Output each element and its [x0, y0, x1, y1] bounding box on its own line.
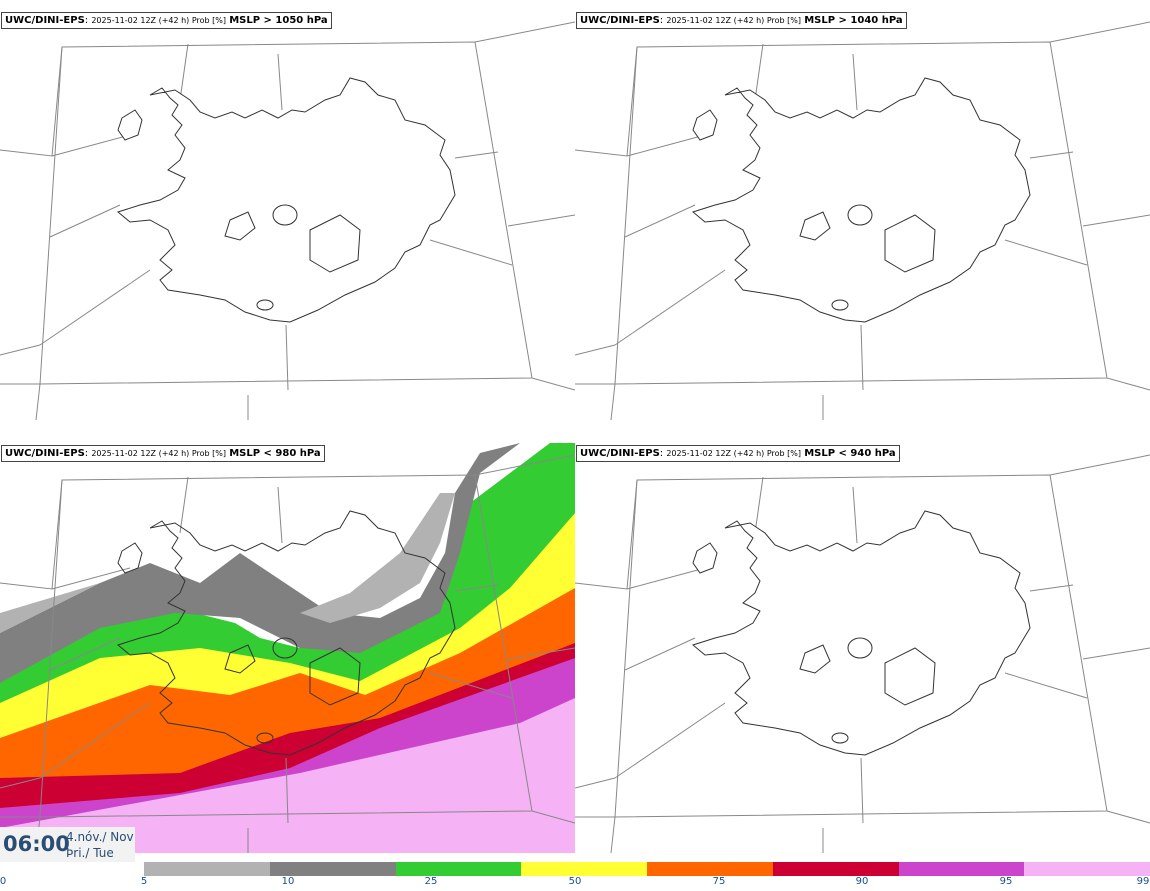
- run-info: 2025-11-02 12Z (+42 h) Prob [%]: [91, 449, 227, 458]
- run-info: 2025-11-02 12Z (+42 h) Prob [%]: [91, 16, 227, 25]
- colorbar-segment: [521, 862, 647, 876]
- valid-date-line2: Þri./ Tue: [66, 846, 114, 860]
- map-canvas: [575, 454, 1150, 853]
- map-panel-mslp-gt-1040: UWC/DINI-EPS: 2025-11-02 12Z (+42 h) Pro…: [575, 0, 1150, 425]
- model-name: UWC/DINI-EPS: [5, 15, 85, 26]
- colorbar-segment: [144, 862, 270, 876]
- map-panel-mslp-lt-940: UWC/DINI-EPS: 2025-11-02 12Z (+42 h) Pro…: [575, 433, 1150, 853]
- colorbar-segment: [395, 862, 522, 876]
- iceland-outline: [692, 510, 1031, 756]
- map-canvas: [0, 21, 575, 421]
- iceland-outline: [117, 77, 456, 323]
- colorbar-segment: [647, 862, 773, 876]
- panel-title: UWC/DINI-EPS: 2025-11-02 12Z (+42 h) Pro…: [1, 445, 325, 462]
- iceland-outline: [692, 77, 1031, 323]
- model-name: UWC/DINI-EPS: [580, 448, 660, 459]
- colorbar-segment: [772, 862, 899, 876]
- colorbar-tick-label: 90: [855, 876, 869, 887]
- run-info: 2025-11-02 12Z (+42 h) Prob [%]: [666, 16, 802, 25]
- valid-hour: 06:00: [3, 832, 70, 856]
- colorbar-tick-label: 95: [999, 876, 1013, 887]
- colorbar-segment: [269, 862, 396, 876]
- threshold-label: MSLP < 980 hPa: [229, 448, 321, 459]
- colorbar-tick-label: 10: [281, 876, 295, 887]
- map-canvas: [575, 21, 1150, 421]
- colorbar-tick-label: 25: [424, 876, 438, 887]
- map-canvas: [0, 443, 575, 853]
- threshold-label: MSLP > 1040 hPa: [804, 15, 903, 26]
- valid-time-box: 06:00 4.nóv./ Nov Þri./ Tue: [0, 827, 135, 862]
- band-0-5: [0, 583, 100, 633]
- colorbar-tick-label: 99: [1136, 876, 1150, 887]
- model-name: UWC/DINI-EPS: [580, 15, 660, 26]
- threshold-label: MSLP < 940 hPa: [804, 448, 896, 459]
- probability-colorbar: [144, 862, 1150, 876]
- colorbar-tick-label: 5: [140, 876, 148, 887]
- model-name: UWC/DINI-EPS: [5, 448, 85, 459]
- panel-title: UWC/DINI-EPS: 2025-11-02 12Z (+42 h) Pro…: [1, 12, 332, 29]
- map-panel-mslp-gt-1050: UWC/DINI-EPS: 2025-11-02 12Z (+42 h) Pro…: [0, 0, 575, 425]
- colorbar-ticks: 0 5 10 25 50 75 90 95 99: [0, 876, 1150, 890]
- colorbar-tick-label: 75: [712, 876, 726, 887]
- colorbar-tick-label: 0: [0, 876, 7, 887]
- run-info: 2025-11-02 12Z (+42 h) Prob [%]: [666, 449, 802, 458]
- band-25-50: [0, 503, 575, 738]
- map-panel-mslp-lt-980: UWC/DINI-EPS: 2025-11-02 12Z (+42 h) Pro…: [0, 433, 575, 853]
- colorbar-tick-label: 50: [568, 876, 582, 887]
- panel-title: UWC/DINI-EPS: 2025-11-02 12Z (+42 h) Pro…: [576, 12, 907, 29]
- colorbar-segment: [1024, 862, 1150, 876]
- threshold-label: MSLP > 1050 hPa: [229, 15, 328, 26]
- valid-date-line1: 4.nóv./ Nov: [66, 830, 134, 844]
- colorbar-segment: [898, 862, 1025, 876]
- panel-title: UWC/DINI-EPS: 2025-11-02 12Z (+42 h) Pro…: [576, 445, 900, 462]
